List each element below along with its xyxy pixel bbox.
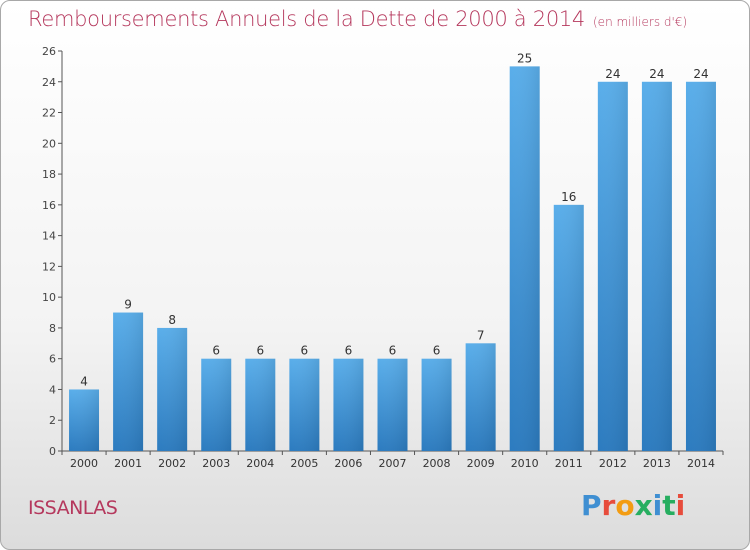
y-tick-label: 16 xyxy=(42,199,56,212)
data-label: 8 xyxy=(168,313,176,327)
data-labels: 4 9 8 6 6 6 6 6 6 7 25 16 24 24 24 xyxy=(80,51,708,388)
x-tick-label: 2001 xyxy=(114,457,142,470)
y-tick-label: 4 xyxy=(49,383,56,396)
bar-shade xyxy=(113,312,144,451)
logo-letter: P xyxy=(581,489,602,522)
logo-letter: i xyxy=(652,489,663,522)
x-tick-label: 2008 xyxy=(423,457,451,470)
bars xyxy=(69,66,716,452)
chart-title-text: Remboursements Annuels de la Dette de 20… xyxy=(28,7,585,31)
proxiti-logo[interactable]: Proxiti xyxy=(581,489,685,522)
x-tick-label: 2011 xyxy=(555,457,583,470)
city-name: ISSANLAS xyxy=(28,497,118,519)
chart-title: Remboursements Annuels de la Dette de 20… xyxy=(28,7,687,31)
data-label: 6 xyxy=(345,344,353,358)
bar-shade xyxy=(377,358,408,451)
x-tick-label: 2003 xyxy=(202,457,230,470)
y-tick-label: 20 xyxy=(42,137,56,150)
bar-shade xyxy=(553,204,584,451)
logo-letter: r xyxy=(601,489,616,522)
bar-shade xyxy=(289,358,320,451)
bar-shade xyxy=(69,389,100,451)
data-label: 6 xyxy=(212,344,220,358)
bar-shade xyxy=(245,358,276,451)
logo-letter: t xyxy=(662,489,676,522)
chart-subtitle: (en milliers d'€) xyxy=(593,15,688,29)
y-tick-label: 6 xyxy=(49,353,56,366)
bar-shade xyxy=(597,81,628,452)
x-tick-label: 2002 xyxy=(158,457,186,470)
data-label: 16 xyxy=(561,190,576,204)
data-label: 24 xyxy=(649,67,664,81)
x-tick-label: 2005 xyxy=(290,457,318,470)
x-tick-label: 2012 xyxy=(599,457,627,470)
y-tick-label: 24 xyxy=(42,76,56,89)
data-label: 7 xyxy=(477,328,485,342)
y-tick-label: 18 xyxy=(42,168,56,181)
x-tick-label: 2010 xyxy=(511,457,539,470)
y-tick-label: 8 xyxy=(49,322,56,335)
logo-letter: o xyxy=(615,489,635,522)
logo-letter: i xyxy=(675,489,686,522)
bar-shade xyxy=(465,343,496,451)
data-label: 24 xyxy=(605,67,620,81)
data-label: 9 xyxy=(124,298,132,312)
y-tick-label: 22 xyxy=(42,107,56,120)
y-tick-label: 14 xyxy=(42,230,56,243)
x-tick-label: 2000 xyxy=(70,457,98,470)
x-tick-label: 2014 xyxy=(687,457,715,470)
y-tick-label: 12 xyxy=(42,260,56,273)
bar-shade xyxy=(157,327,188,451)
y-tick-label: 0 xyxy=(49,445,56,458)
bar-shade xyxy=(509,66,540,451)
data-label: 4 xyxy=(80,374,88,388)
y-tick-label: 10 xyxy=(42,291,56,304)
bar-shade xyxy=(685,81,716,452)
x-tick-label: 2013 xyxy=(643,457,671,470)
bar-shade xyxy=(333,358,364,451)
data-label: 6 xyxy=(301,344,309,358)
logo-letter: x xyxy=(634,489,653,522)
data-label: 24 xyxy=(693,67,708,81)
data-label: 6 xyxy=(389,344,397,358)
x-tick-label: 2009 xyxy=(467,457,495,470)
data-label: 6 xyxy=(433,344,441,358)
x-tick-label: 2007 xyxy=(379,457,407,470)
bar-shade xyxy=(421,358,452,451)
x-tick-label: 2004 xyxy=(246,457,274,470)
bar-shade xyxy=(641,81,672,452)
data-label: 25 xyxy=(517,51,532,65)
y-tick-label: 26 xyxy=(42,45,56,58)
data-label: 6 xyxy=(256,344,264,358)
bar-shade xyxy=(201,358,232,451)
y-tick-label: 2 xyxy=(49,414,56,427)
x-tick-label: 2006 xyxy=(334,457,362,470)
